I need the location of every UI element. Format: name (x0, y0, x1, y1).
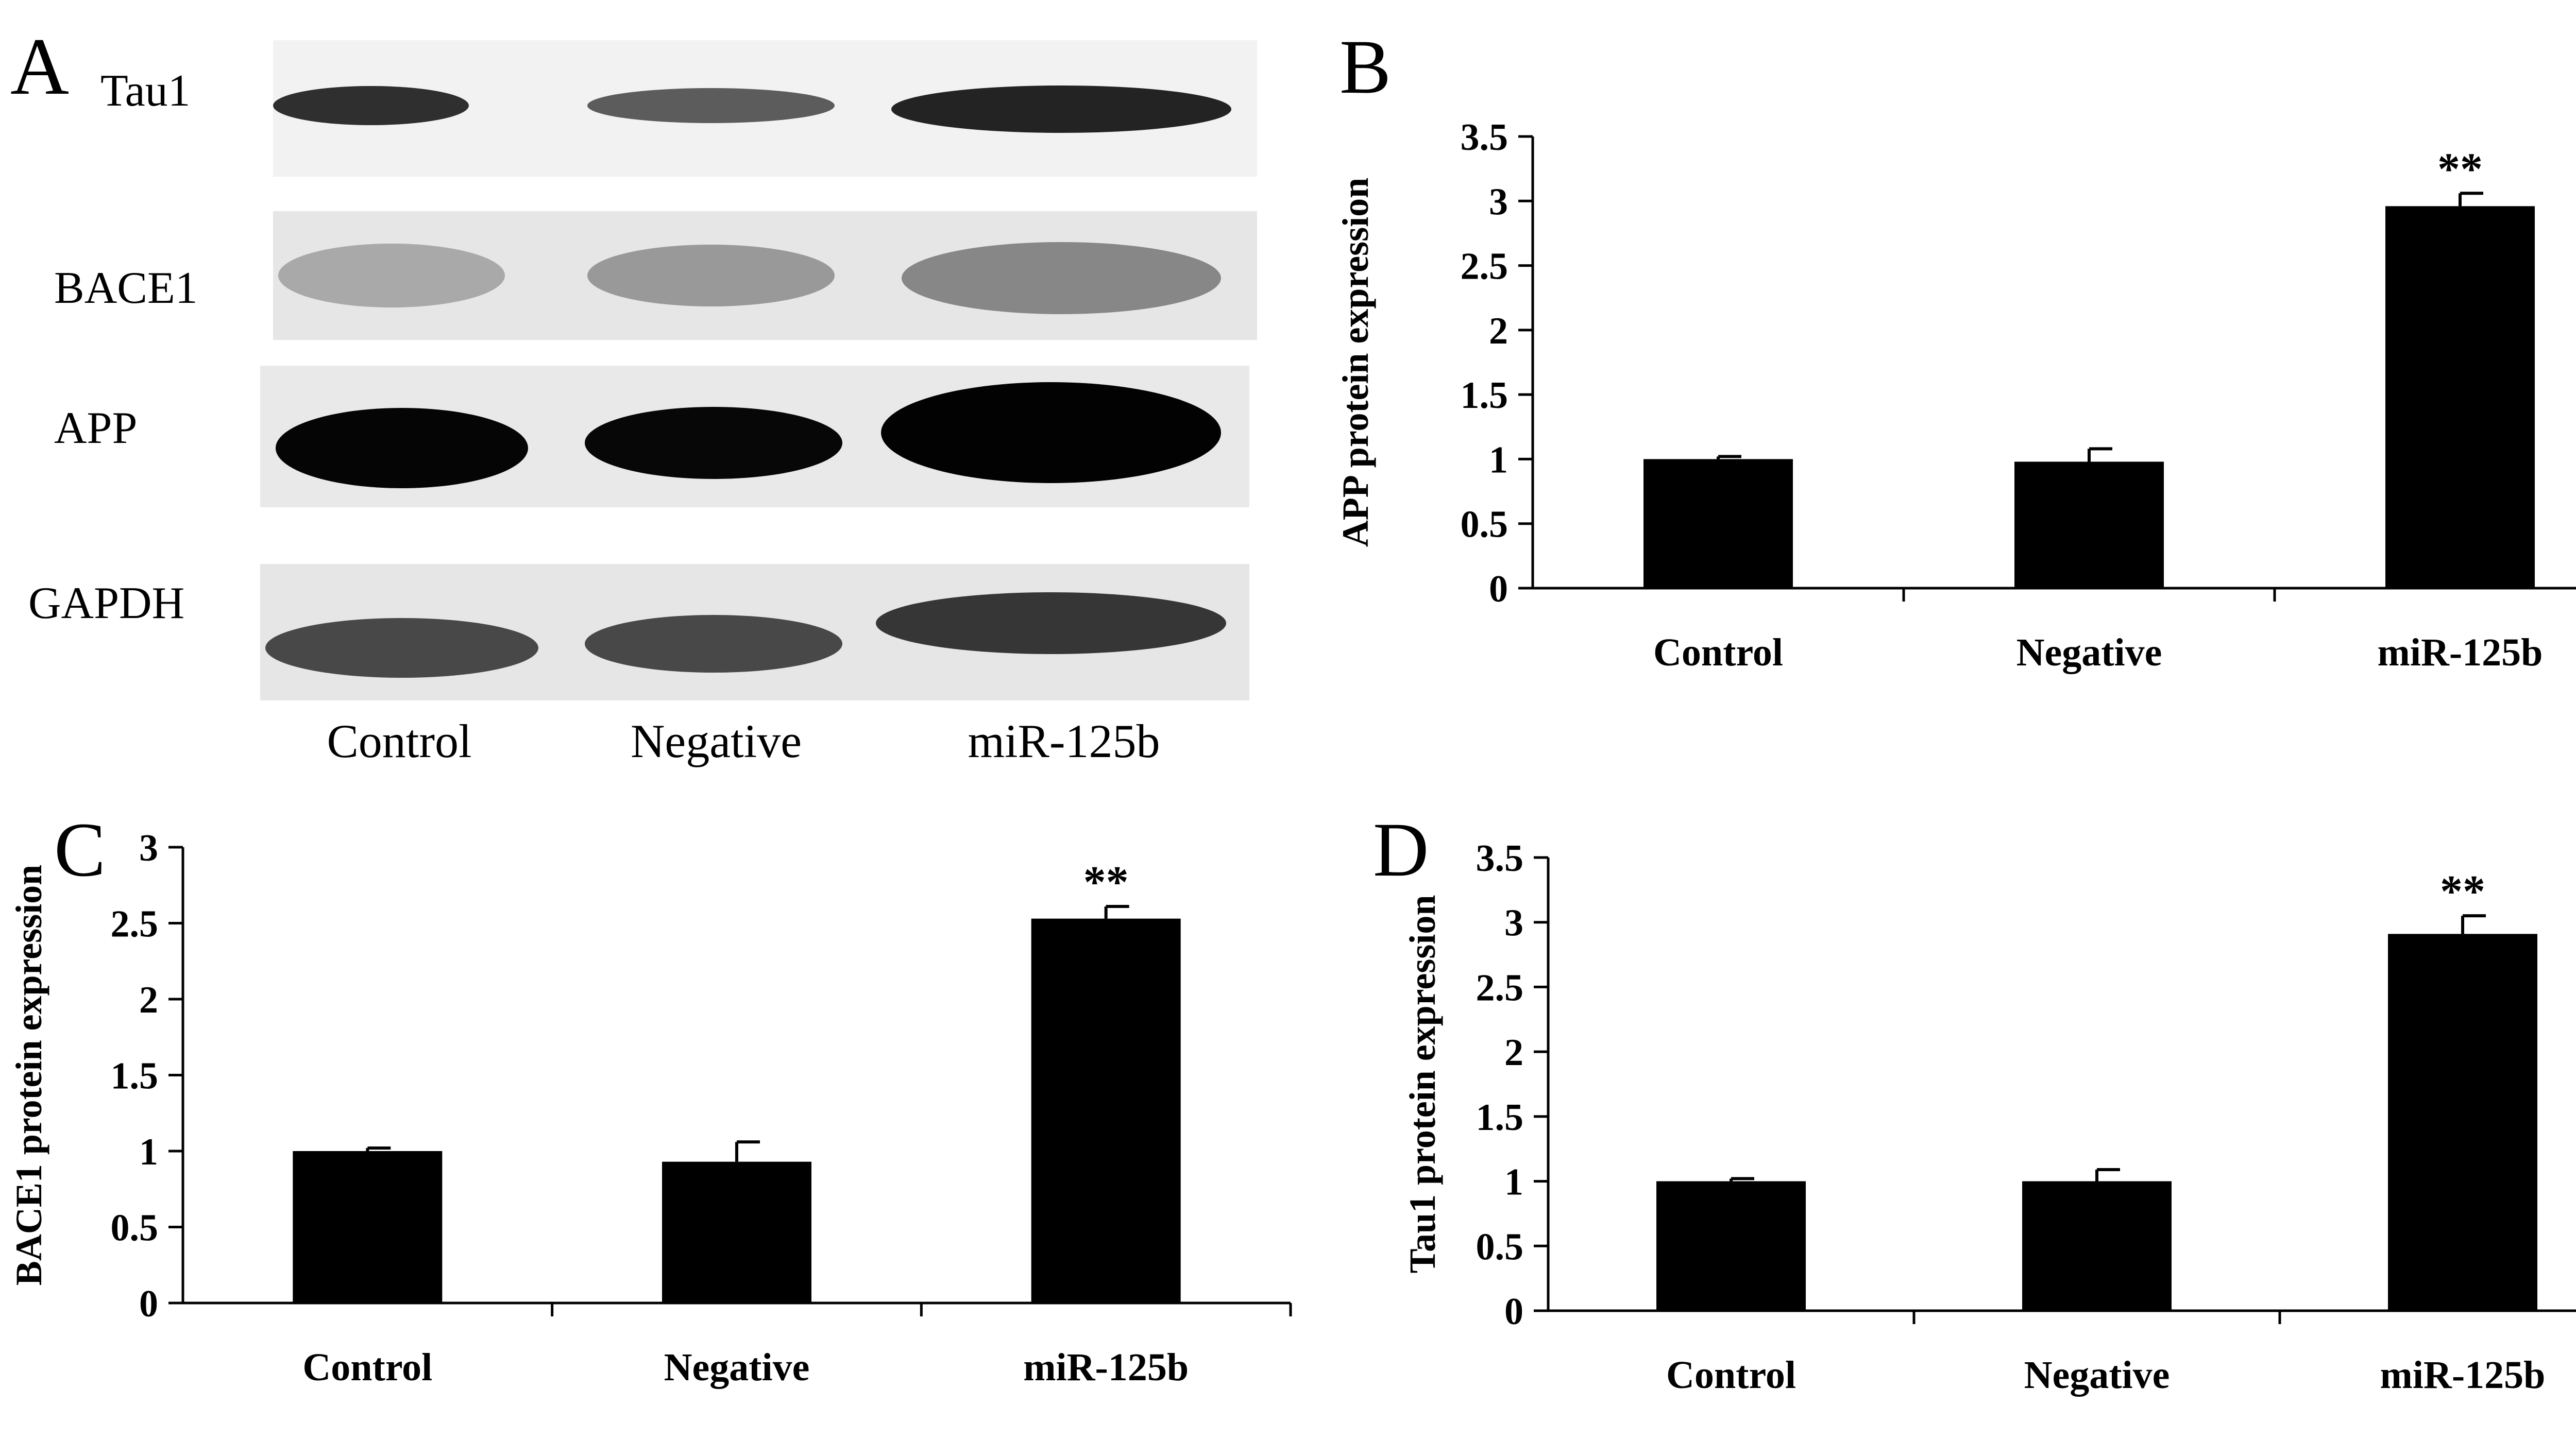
x-tick-label: miR-125b (2380, 1353, 2546, 1397)
blot-strip-gapdh (260, 564, 1249, 700)
x-tick-label: Control (1666, 1353, 1796, 1397)
y-tick-label: 3.5 (1476, 837, 1524, 880)
panel-c: C 0 0.5 1 1.5 2 2.5 3 Control Negative ** miR-125b… (8, 807, 1292, 1389)
y-tick-label: 3.5 (1461, 116, 1509, 159)
blot-band (585, 407, 842, 479)
blot-band (587, 245, 835, 306)
y-axis-label: APP protein expression (1335, 178, 1376, 547)
bar-mir-125b (2385, 206, 2535, 588)
y-axis-label: BACE1 protein expression (8, 865, 49, 1285)
y-tick-label: 0 (1489, 568, 1508, 610)
panel-letter-d: D (1373, 807, 1429, 893)
x-tick-label: Control (1653, 631, 1783, 674)
blot-row-label-tau1: Tau1 (100, 66, 191, 116)
blot-row-label-gapdh: GAPDH (28, 578, 184, 628)
bar-control (1643, 459, 1793, 588)
y-tick-label: 2.5 (1461, 246, 1509, 288)
y-tick-label: 1 (139, 1131, 158, 1173)
y-tick-label: 0 (139, 1283, 158, 1325)
blot-band (276, 408, 528, 488)
blot-strip-tau1 (273, 40, 1257, 177)
y-tick-label: 2.5 (1476, 967, 1524, 1009)
panel-letter-c: C (54, 807, 106, 893)
panel-letter-b: B (1340, 24, 1391, 110)
blot-strip-bace1 (273, 211, 1257, 340)
bar-control (1656, 1181, 1806, 1311)
y-axis-label: Tau1 protein expression (1402, 895, 1443, 1274)
y-tick-label: 0.5 (1461, 504, 1509, 546)
y-tick-label: 3 (1504, 902, 1523, 945)
x-tick-label: Negative (664, 1346, 810, 1389)
blot-row-label-app: APP (54, 403, 137, 453)
panel-letter-a: A (10, 22, 69, 112)
significance-marker: ** (1083, 858, 1129, 907)
y-tick-label: 2.5 (111, 903, 159, 946)
y-tick-label: 1 (1504, 1161, 1523, 1204)
y-tick-label: 2 (1504, 1032, 1523, 1074)
blot-strip-app (260, 366, 1249, 507)
chart-tau1: 0 0.5 1 1.5 2 2.5 3 3.5 Control Negative ** miR-125… (1402, 837, 2576, 1397)
significance-marker: ** (2440, 867, 2485, 917)
y-tick-label: 1.5 (1476, 1096, 1524, 1139)
y-tick-label: 2 (1489, 310, 1508, 352)
y-tick-label: 0 (1504, 1291, 1523, 1333)
bar-negative (2014, 461, 2164, 588)
panel-a: A Tau1 BACE1 APP GAP (10, 22, 1257, 767)
blot-band (585, 615, 842, 673)
y-tick-label: 1 (1489, 439, 1508, 481)
blot-lane-label-control: Control (327, 715, 471, 767)
bar-negative (662, 1161, 811, 1303)
blot-band (881, 382, 1221, 483)
blot-band (587, 88, 835, 123)
y-tick-label: 0.5 (111, 1207, 159, 1249)
bar-mir-125b (2388, 934, 2537, 1311)
y-tick-label: 3 (1489, 181, 1508, 223)
blot-band (273, 86, 469, 125)
blot-band (902, 242, 1221, 314)
blot-lane-label-negative: Negative (631, 715, 802, 767)
x-tick-label: Negative (2024, 1353, 2170, 1397)
panel-b: B 0 0.5 1 1.5 2 2.5 3 3.5 Control Negative ** miR-1… (1335, 24, 2576, 674)
chart-app: 0 0.5 1 1.5 2 2.5 3 3.5 Control Negative ** miR-125… (1335, 116, 2576, 674)
x-tick-label: miR-125b (2378, 631, 2543, 674)
y-tick-label: 1.5 (111, 1055, 159, 1098)
blot-band (891, 85, 1231, 133)
blot-lane-label-mir125b: miR-125b (968, 715, 1160, 767)
blot-band (265, 618, 538, 678)
panel-d: D 0 0.5 1 1.5 2 2.5 3 3.5 Control Negative ** miR-1… (1373, 807, 2576, 1397)
y-tick-label: 2 (139, 979, 158, 1021)
bar-mir-125b (1031, 918, 1181, 1303)
bar-negative (2022, 1181, 2172, 1311)
blot-band (876, 592, 1226, 654)
x-tick-label: miR-125b (1023, 1346, 1189, 1389)
y-tick-label: 0.5 (1476, 1226, 1524, 1268)
blot-row-label-bace1: BACE1 (54, 263, 198, 313)
significance-marker: ** (2437, 144, 2483, 194)
y-tick-label: 1.5 (1461, 374, 1509, 417)
bar-control (293, 1151, 443, 1303)
chart-bace1: 0 0.5 1 1.5 2 2.5 3 Control Negative ** miR-125b BA… (8, 827, 1292, 1389)
x-tick-label: Control (302, 1346, 432, 1389)
blot-band (278, 244, 505, 307)
y-tick-label: 3 (139, 827, 158, 869)
x-tick-label: Negative (2016, 631, 2162, 674)
